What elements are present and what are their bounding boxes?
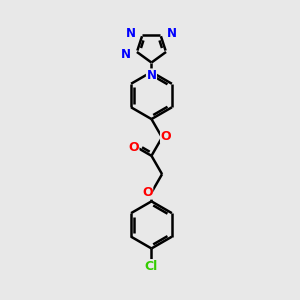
Text: N: N	[126, 27, 136, 40]
Text: O: O	[128, 141, 139, 154]
Text: Cl: Cl	[145, 260, 158, 273]
Text: N: N	[126, 27, 136, 40]
Text: N: N	[167, 27, 177, 40]
Text: N: N	[121, 48, 131, 61]
Text: N: N	[121, 48, 131, 61]
Text: O: O	[160, 130, 171, 143]
Text: N: N	[146, 69, 157, 82]
Text: O: O	[142, 186, 153, 199]
Text: N: N	[167, 27, 177, 40]
Text: N: N	[146, 69, 157, 82]
